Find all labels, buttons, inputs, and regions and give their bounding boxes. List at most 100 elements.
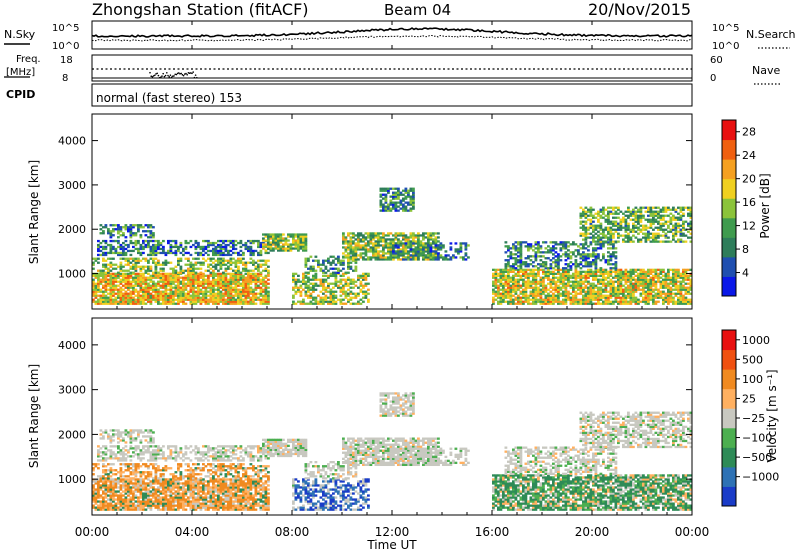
power-cell — [144, 230, 148, 233]
power-cell — [389, 252, 393, 255]
power-cell — [147, 294, 150, 297]
power-cell — [304, 292, 308, 295]
power-cell — [614, 230, 618, 233]
power-cell — [239, 292, 243, 295]
power-cell — [624, 214, 628, 217]
power-cell — [112, 274, 115, 277]
power-cell — [352, 246, 355, 249]
power-cell — [99, 269, 103, 272]
power-cell — [332, 296, 335, 299]
power-cell — [312, 269, 315, 272]
power-cell — [654, 220, 658, 223]
power-cell — [329, 302, 333, 305]
power-cell — [599, 280, 603, 283]
power-cell — [219, 245, 223, 249]
power-cell — [557, 278, 560, 281]
power-cell — [187, 298, 190, 301]
power-cell — [177, 294, 180, 297]
power-cell — [404, 197, 408, 200]
power-cell — [244, 294, 248, 297]
power-cell — [504, 241, 508, 244]
power-cell — [99, 224, 103, 227]
velocity-cell — [97, 492, 100, 495]
power-cell — [364, 250, 368, 253]
power-cell — [247, 286, 250, 289]
power-cell — [652, 288, 655, 291]
power-cell — [662, 296, 665, 299]
power-cell — [359, 298, 363, 301]
power-cell — [534, 282, 538, 285]
power-cell — [672, 276, 675, 279]
power-cell — [404, 189, 408, 192]
power-cell — [152, 247, 155, 251]
power-cell — [392, 191, 395, 194]
power-cell — [144, 288, 148, 291]
power-cell — [364, 276, 368, 279]
power-cell — [132, 267, 135, 270]
power-cell — [647, 210, 650, 213]
power-cell — [689, 288, 693, 291]
power-cell — [189, 265, 193, 268]
power-cell — [617, 290, 620, 293]
power-cell — [682, 206, 685, 209]
power-cell — [542, 261, 545, 264]
power-cell — [672, 232, 675, 235]
power-cell — [339, 274, 343, 277]
power-cell — [659, 292, 663, 295]
power-cell — [327, 257, 330, 260]
power-cell — [252, 300, 255, 303]
power-cell — [502, 270, 505, 273]
power-cell — [224, 298, 228, 301]
power-cell — [377, 234, 380, 237]
power-cell — [144, 302, 148, 305]
power-cell — [197, 300, 200, 303]
power-cell — [589, 226, 593, 229]
power-cell — [684, 296, 688, 299]
power-cell — [274, 243, 278, 246]
power-cell — [147, 300, 150, 303]
power-cell — [582, 286, 585, 289]
power-cell — [189, 294, 193, 297]
power-cell — [134, 265, 138, 268]
power-cell — [512, 294, 515, 297]
power-cell — [507, 274, 510, 277]
power-cell — [204, 288, 208, 291]
power-cell — [362, 252, 365, 255]
power-cell — [534, 251, 538, 254]
power-cell — [622, 296, 625, 299]
power-cell — [624, 234, 628, 237]
power-cell — [207, 286, 210, 289]
power-cell — [619, 280, 623, 283]
power-cell — [417, 252, 420, 255]
power-cell — [629, 290, 633, 293]
power-cell — [162, 247, 165, 251]
power-cell — [564, 274, 568, 277]
power-cell — [524, 284, 528, 287]
power-cell — [332, 298, 335, 301]
power-cell — [589, 224, 593, 227]
power-cell — [434, 244, 438, 247]
power-cell — [102, 269, 105, 272]
power-cell — [144, 294, 148, 297]
power-cell — [219, 261, 223, 264]
power-cell — [559, 288, 563, 291]
power-cell — [529, 274, 533, 277]
power-cell — [644, 284, 648, 287]
power-cell — [147, 288, 150, 291]
power-cell — [152, 282, 155, 285]
power-cell — [459, 244, 463, 247]
power-cell — [147, 284, 150, 287]
power-cell — [224, 267, 228, 270]
power-cell — [582, 282, 585, 285]
power-cell — [409, 242, 413, 245]
power-cell — [219, 296, 223, 299]
freq-dip-dot — [170, 76, 173, 79]
power-cell — [224, 272, 228, 275]
power-cell — [327, 302, 330, 305]
power-cell — [519, 241, 523, 244]
power-cell — [274, 241, 278, 244]
power-cell — [659, 280, 663, 283]
freq-dip-dot — [149, 71, 151, 74]
power-cell — [364, 252, 368, 255]
